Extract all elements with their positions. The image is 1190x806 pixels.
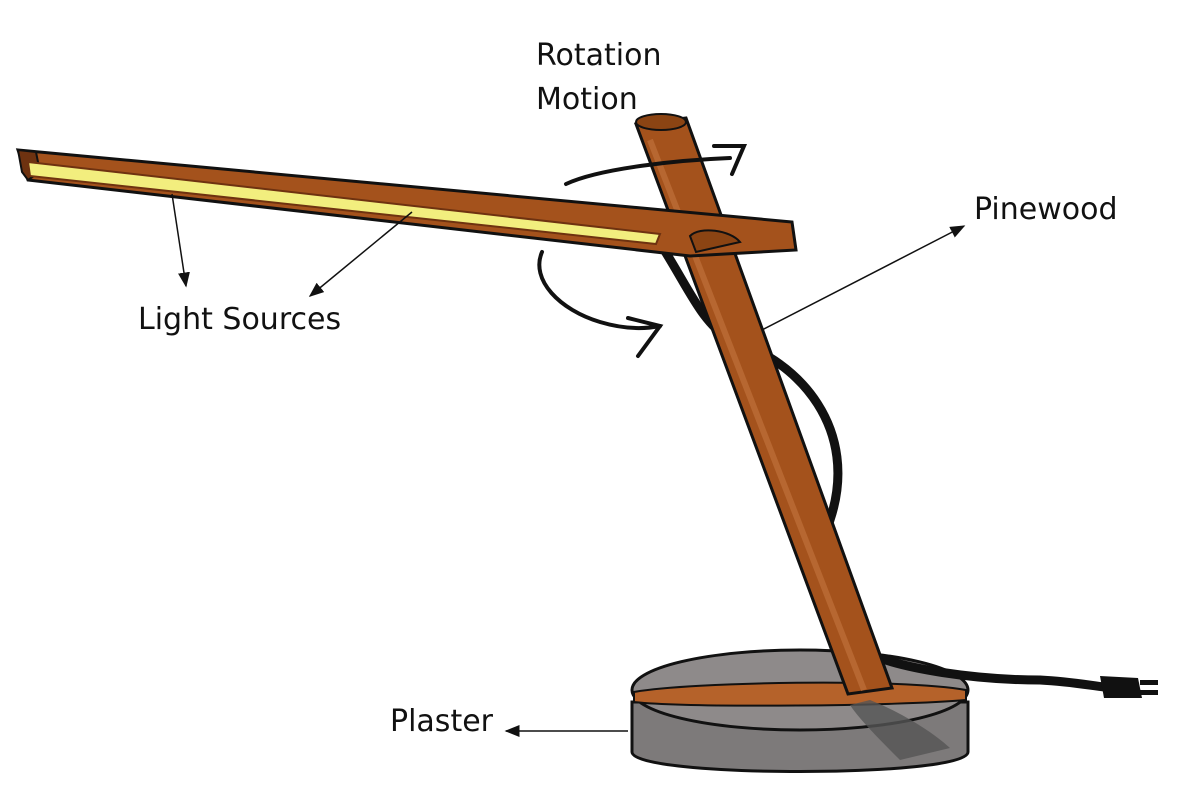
- light-strip: [26, 160, 662, 246]
- plug-icon: [1100, 676, 1158, 698]
- pinewood-post: [633, 113, 895, 696]
- rotation-label-line2: Motion: [536, 82, 638, 117]
- plaster-label: Plaster: [390, 704, 493, 739]
- pinewood-label: Pinewood: [974, 192, 1118, 227]
- lamp-arm: [15, 148, 798, 258]
- light-sources-label: Light Sources: [138, 302, 342, 337]
- rotation-arrows: [537, 144, 748, 358]
- annotation-arrows: [171, 193, 966, 737]
- rotation-label-line1: Rotation: [536, 38, 662, 73]
